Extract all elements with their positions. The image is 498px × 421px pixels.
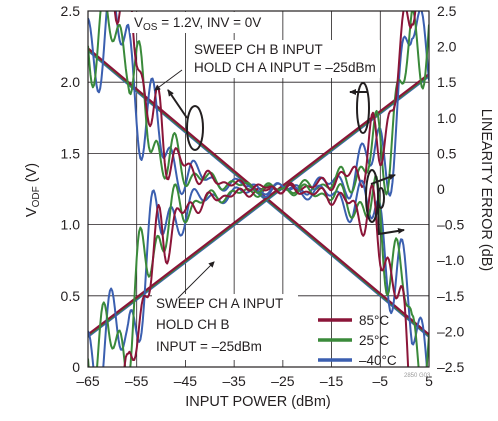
x-axis-label: INPUT POWER (dBm) [185,394,331,410]
y-right-tick-label: 0.5 [437,145,457,161]
annotation-sweep-a-bg [152,294,298,360]
y-left-tick-label: 0.5 [61,288,81,304]
annotation-sweep-b-line2: HOLD CH A INPUT = –25dBm [194,60,376,75]
annotation-sweep-b-line1: SWEEP CH B INPUT [194,42,323,57]
plot-frame [87,10,430,368]
y-left-tick-label: 1.0 [61,217,81,233]
y-right-axis-label: LINEARITY ERROR (dB) [478,109,494,272]
leader-sweep-a [177,261,215,299]
y-left-tick-labels: 0 0.5 1.0 1.5 2.0 2.5 [61,3,81,375]
condition-label-bg [130,12,280,33]
annotation-sweep-b-bg [190,40,380,78]
annotation-sweep-a-line1: SWEEP CH A INPUT [156,296,283,311]
linearity-error-sweep-a-m40c [88,11,429,367]
annotation-sweep-a-line3: INPUT = –25dBm [156,339,262,354]
series-group [88,11,429,367]
legend-label-85c: 85°C [359,313,389,328]
y-right-tick-label: 1.0 [437,110,457,126]
y-left-tick-label: 2.0 [61,74,81,90]
y-right-tick-label: 2.5 [437,3,457,19]
condition-label: VOS = 1.2V, INV = 0V [134,15,261,33]
x-tick-label: –15 [320,373,344,389]
y-right-tick-label: 1.5 [437,74,457,90]
x-tick-labels: –65 –55 –45 –35 –25 –15 –5 5 [76,373,433,389]
leader-sweep-b [154,69,183,91]
x-tick-label: –55 [125,373,149,389]
y-left-tick-label: 1.5 [61,145,81,161]
linearity-error-sweep-b-m40c [88,11,428,367]
x-tick-label: –35 [222,373,246,389]
linearity-error-sweep-b-85c [88,11,410,367]
legend-label-m40c: –40°C [359,353,397,368]
x-tick-label: –45 [174,373,198,389]
y-right-tick-label: 2.0 [437,39,457,55]
x-tick-label: –25 [271,373,295,389]
error-curve-callouts [167,82,405,236]
legend: 85°C 25°C –40°C [318,313,397,368]
y-right-tick-label: –0.5 [437,217,464,233]
y-right-tick-label: –2.5 [437,359,464,375]
annotation-sweep-a-line2: HOLD CH B [156,317,230,332]
y-left-tick-label: 2.5 [61,3,81,19]
y-right-tick-labels: –2.5 –2.0 –1.5 –1.0 –0.5 0 0.5 1.0 1.5 2.0 2.5 [437,3,464,375]
y-right-tick-label: –2.0 [437,323,464,339]
y-left-tick-label: 0 [72,359,80,375]
linearity-error-sweep-a-25c [88,11,429,367]
legend-label-25c: 25°C [359,333,389,348]
y-left-axis-label: VODF (V) [24,163,42,217]
y-right-tick-label: 0 [437,181,445,197]
y-right-tick-label: –1.0 [437,252,464,268]
y-right-tick-label: –1.5 [437,288,464,304]
x-tick-label: 5 [425,373,433,389]
x-tick-label: –65 [76,373,100,389]
figure-id: 2850 G03 [404,373,431,379]
x-tick-label: –5 [372,373,388,389]
